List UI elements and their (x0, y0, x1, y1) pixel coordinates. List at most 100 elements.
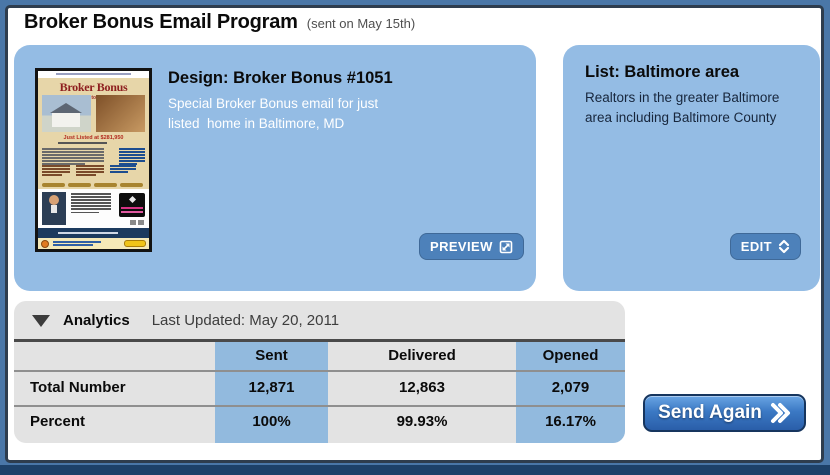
open-preview-icon (499, 240, 513, 253)
decorative-text-line (42, 157, 104, 159)
total-sent-value: 12,871 (248, 379, 295, 396)
column-header-sent: Sent (255, 347, 288, 364)
decorative-text-line (76, 168, 104, 170)
opened-column-highlight (516, 342, 625, 443)
flyer-house-photo (42, 95, 91, 132)
design-heading: Design: Broker Bonus #1051 (168, 69, 393, 87)
gold-button (42, 183, 65, 187)
decorative-text-line (76, 165, 104, 167)
analytics-header[interactable]: Analytics Last Updated: May 20, 2011 (32, 312, 339, 329)
column-header-opened: Opened (542, 347, 599, 364)
decorative-text-line (119, 151, 145, 153)
agent-head (49, 195, 59, 205)
flyer-address-line (38, 142, 149, 145)
footer-logo-circle (41, 239, 49, 248)
gold-button (94, 183, 117, 187)
percent-sent-value: 100% (252, 413, 291, 430)
design-info: Design: Broker Bonus #1051 Special Broke… (168, 69, 428, 133)
flyer-preview: Broker Bonus $1,000 Bonus to Selling Age… (38, 71, 149, 249)
decorative-text-line (71, 211, 99, 214)
row-label-total-number: Total Number (30, 379, 126, 396)
flyer-photos (42, 95, 145, 132)
flyer-top-strip (56, 73, 131, 75)
decorative-text-line (110, 168, 136, 170)
bullet-col (76, 165, 104, 177)
decorative-text-line (42, 151, 104, 153)
window-bottom-bar (0, 465, 830, 475)
share-icon (138, 220, 144, 225)
decorative-text-line (58, 142, 107, 144)
double-chevron-right-icon (770, 403, 790, 423)
flyer-text-columns (42, 148, 145, 167)
agent-shirt (51, 205, 57, 213)
flyer-footer-bar (38, 238, 149, 249)
list-info: List: Baltimore area Realtors in the gre… (585, 63, 805, 127)
design-description: Special Broker Bonus email for just list… (168, 96, 379, 131)
page-title: Broker Bonus Email Program (24, 11, 298, 33)
decorative-text-line (71, 199, 111, 201)
row-label-percent: Percent (30, 413, 86, 430)
flyer-listing-line: Just Listed at $281,950 (63, 135, 124, 141)
agent-photo (42, 192, 66, 225)
decorative-text-line (110, 165, 136, 167)
decorative-text-line (42, 148, 104, 150)
decorative-text-line (42, 171, 70, 173)
decorative-text-line (119, 154, 145, 156)
house-roof (50, 103, 82, 113)
flyer-facts-lines (119, 148, 145, 167)
logo-stripe (121, 206, 143, 209)
flyer-navy-bar (38, 228, 149, 238)
decorative-text-line (71, 196, 111, 198)
sent-column-highlight (215, 342, 328, 443)
footer-text-line (53, 241, 101, 243)
decorative-text-line (42, 163, 86, 165)
flyer-title: Broker Bonus (59, 80, 128, 94)
flyer-kitchen-photo (96, 95, 145, 132)
flyer-gold-buttons (42, 183, 145, 187)
bullet-col (110, 165, 136, 177)
decorative-text-line (42, 160, 104, 162)
decorative-text-line (71, 202, 111, 204)
list-heading: List: Baltimore area (585, 63, 740, 81)
footer-yellow-button (124, 240, 146, 247)
logo-stripe (121, 210, 143, 213)
decorative-text-line (42, 154, 104, 156)
decorative-text-line (42, 168, 70, 170)
decorative-text-line (76, 174, 96, 176)
preview-button[interactable]: PREVIEW (419, 233, 524, 260)
collapse-triangle-icon[interactable] (32, 314, 50, 327)
edit-list-button[interactable]: EDIT (729, 233, 801, 260)
percent-delivered-value: 99.93% (396, 413, 448, 430)
decorative-text-line (110, 171, 129, 173)
decorative-text-line (71, 205, 111, 207)
decorative-text-line (76, 171, 104, 173)
logo-emblem (128, 195, 137, 204)
decorative-text-line (71, 193, 111, 195)
decorative-text-line (71, 208, 111, 210)
design-panel: Broker Bonus $1,000 Bonus to Selling Age… (14, 45, 536, 291)
gold-button (68, 183, 91, 187)
decorative-text-line (119, 148, 145, 150)
row-separator (14, 370, 625, 372)
flyer-paragraph-lines (42, 148, 104, 167)
total-opened-value: 2,079 (551, 379, 590, 396)
decorative-text-line (119, 157, 145, 159)
decorative-text-line (42, 174, 62, 176)
send-again-button[interactable]: Send Again (643, 394, 806, 432)
decorative-text-line (42, 165, 70, 167)
analytics-title: Analytics (63, 312, 130, 329)
list-description: Realtors in the greater Baltimore area i… (585, 90, 780, 125)
house-wall (52, 113, 80, 127)
total-delivered-value: 12,863 (399, 379, 445, 396)
email-design-thumbnail[interactable]: Broker Bonus $1,000 Bonus to Selling Age… (35, 68, 152, 252)
row-separator (14, 405, 625, 407)
header-separator (14, 339, 625, 342)
flyer-agent-section (38, 189, 149, 228)
share-icon (130, 220, 136, 225)
column-header-delivered: Delivered (388, 347, 456, 364)
list-panel: List: Baltimore area Realtors in the gre… (563, 45, 820, 291)
brokerage-logo (119, 193, 145, 217)
send-again-label: Send Again (658, 402, 762, 423)
agent-contact-lines (71, 193, 111, 215)
analytics-panel: Analytics Last Updated: May 20, 2011 Sen… (14, 301, 625, 443)
